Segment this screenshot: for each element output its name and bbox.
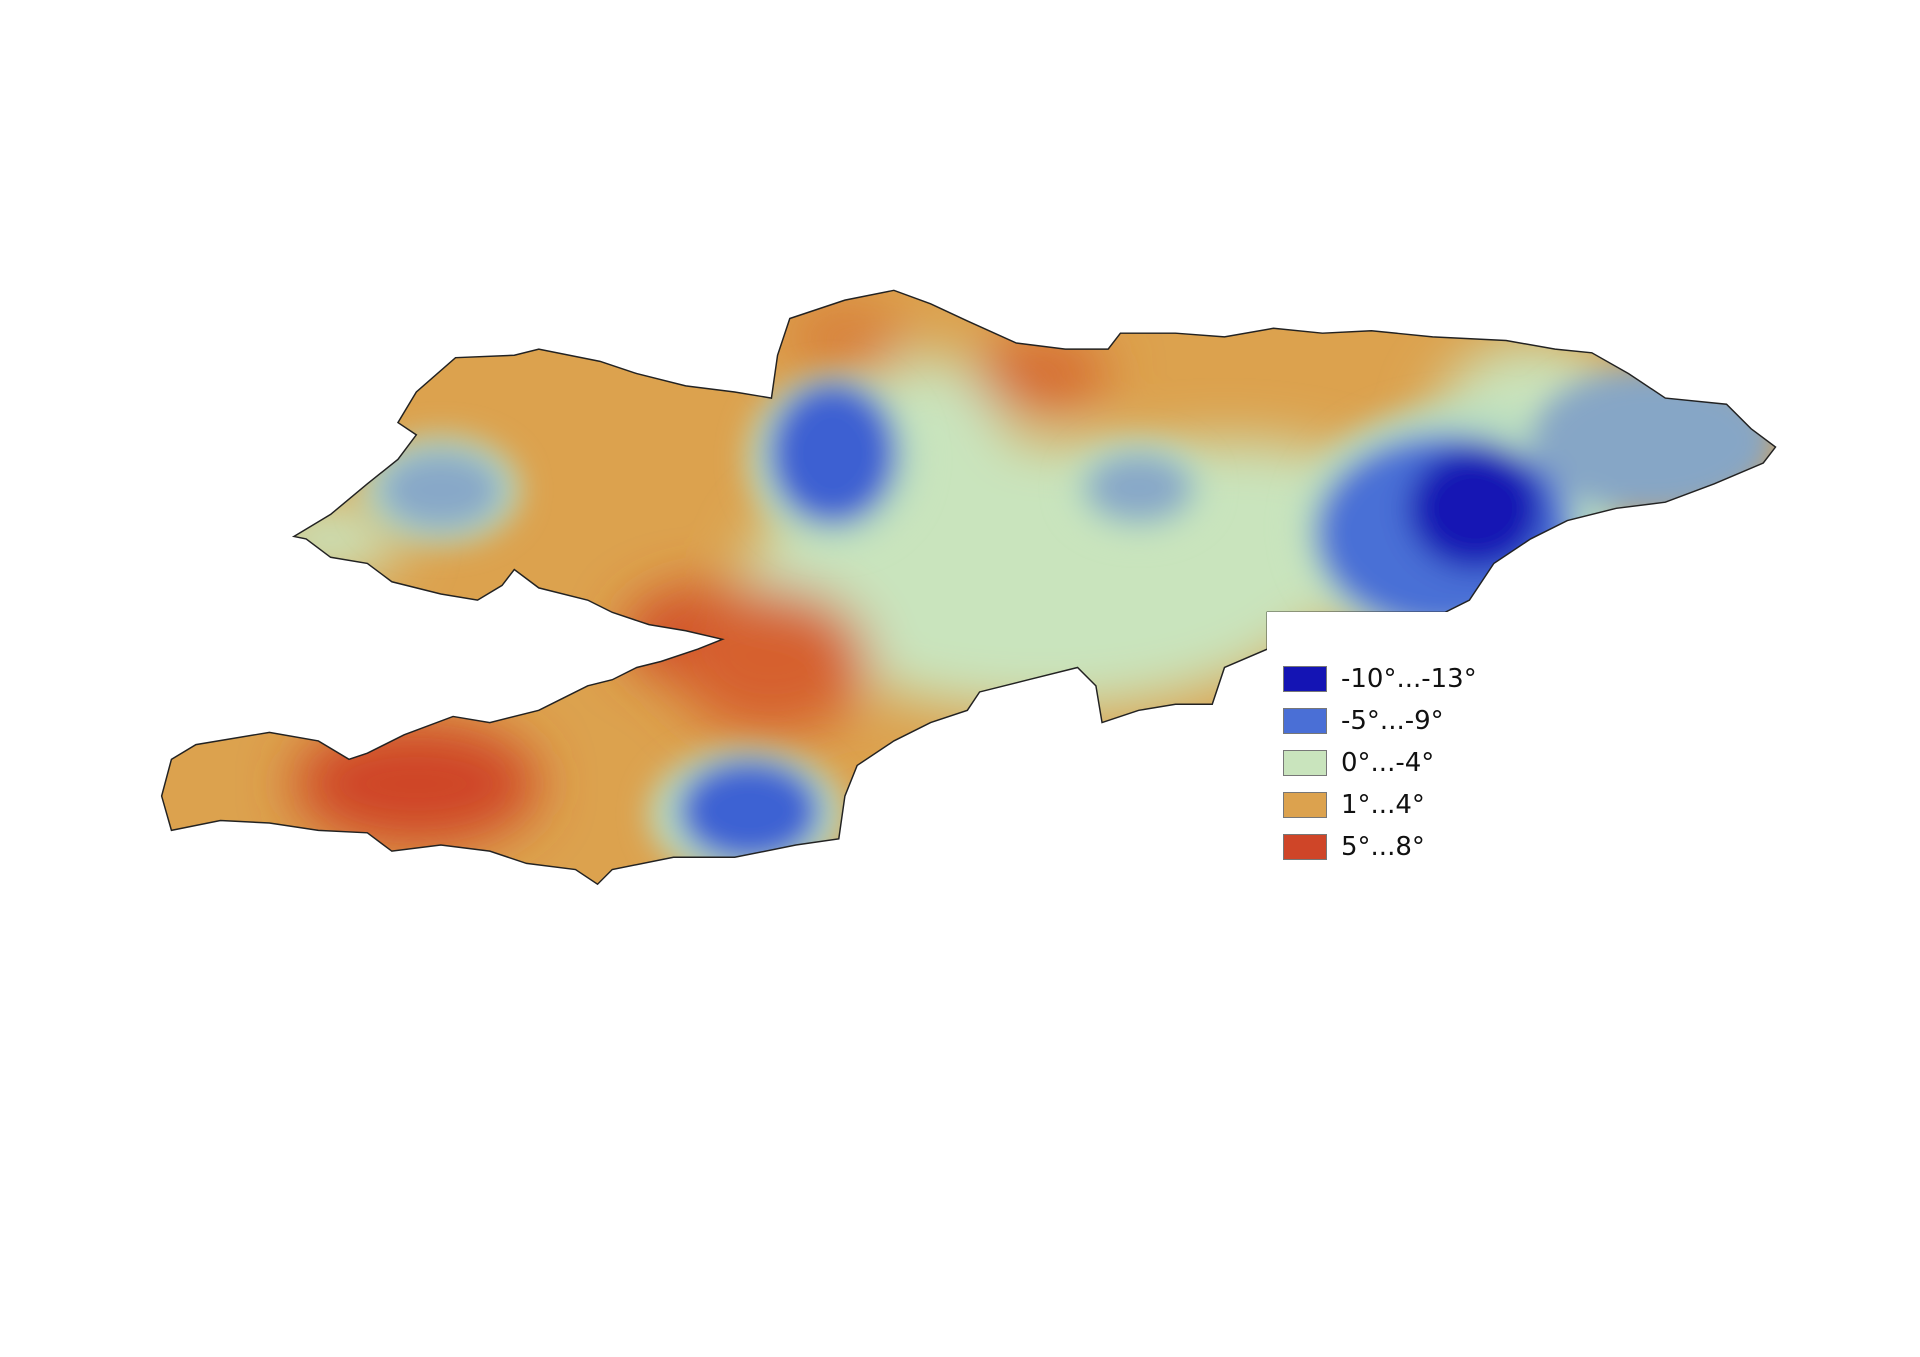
legend-label: -5°...-9°	[1341, 706, 1444, 736]
legend-swatch	[1283, 834, 1327, 860]
legend-item: 5°...8°	[1283, 832, 1425, 862]
legend-label: 5°...8°	[1341, 832, 1425, 862]
legend-label: -10°...-13°	[1341, 664, 1477, 694]
legend-item: -10°...-13°	[1283, 664, 1477, 694]
legend-label: 1°...4°	[1341, 790, 1425, 820]
legend-swatch	[1283, 750, 1327, 776]
legend-swatch	[1283, 708, 1327, 734]
legend-swatch	[1283, 666, 1327, 692]
legend-swatch	[1283, 792, 1327, 818]
legend-item: -5°...-9°	[1283, 706, 1444, 736]
legend-item: 1°...4°	[1283, 790, 1425, 820]
legend-item: 0°...-4°	[1283, 748, 1434, 778]
legend: -10°...-13° -5°...-9° 0°...-4° 1°...4° 5…	[1267, 612, 1597, 882]
legend-label: 0°...-4°	[1341, 748, 1435, 778]
